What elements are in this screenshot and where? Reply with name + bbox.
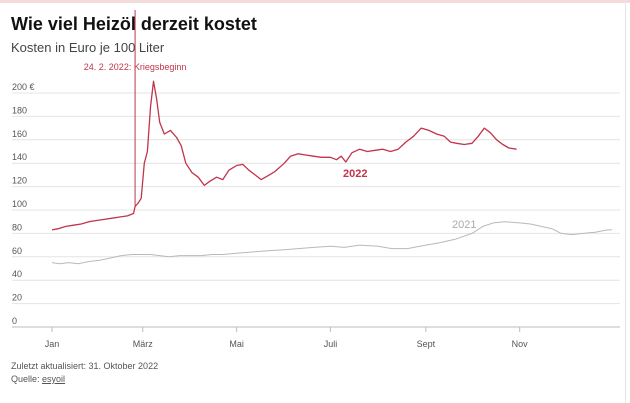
chart-subtitle: Kosten in Euro je 100 Liter (11, 40, 165, 55)
source-prefix: Quelle: (11, 374, 43, 384)
source-link[interactable]: esyoil (42, 374, 66, 384)
x-tick-label-Mai: Mai (229, 339, 244, 349)
y-tick-label-80: 80 (12, 222, 22, 232)
series-label-2021: 2021 (452, 219, 476, 231)
y-tick-label-200: 200 € (12, 82, 35, 92)
y-tick-label-140: 140 (12, 152, 27, 162)
source-line: Quelle: esyoil (11, 374, 65, 384)
y-tick-label-60: 60 (12, 246, 22, 256)
x-axis: Jan März Mai Juli Sept Nov (45, 327, 528, 349)
gridlines (12, 92, 620, 328)
chart-title: Wie viel Heizöl derzeit kostet (11, 14, 257, 34)
x-tick-label-Nov: Nov (512, 339, 529, 349)
x-tick-label-Jan: Jan (45, 339, 60, 349)
y-tick-label-120: 120 (12, 176, 27, 186)
top-accent-line (0, 0, 630, 3)
y-tick-label-40: 40 (12, 269, 22, 279)
annotation-label: 24. 2. 2022: Kriegsbeginn (84, 62, 187, 72)
x-tick-label-Sept: Sept (417, 339, 436, 349)
series-labels: 2021 2022 (343, 168, 476, 231)
x-tick-label-Juli: Juli (324, 339, 338, 349)
series-label-2022: 2022 (343, 168, 367, 180)
y-tick-labels: 0 20 40 60 80 100 120 140 160 180 200 € (12, 82, 35, 326)
series-layer (51, 80, 612, 265)
last-updated: Zuletzt aktualisiert: 31. Oktober 2022 (11, 361, 159, 371)
series-line-2021 (51, 221, 612, 265)
y-tick-label-180: 180 (12, 105, 27, 115)
y-tick-label-100: 100 (12, 199, 27, 209)
y-tick-label-0: 0 (12, 316, 17, 326)
series-line-2022 (51, 80, 517, 231)
annotation-layer: 24. 2. 2022: Kriegsbeginn (84, 10, 187, 207)
x-tick-label-März: März (133, 339, 153, 349)
right-divider (625, 0, 626, 403)
y-tick-label-160: 160 (12, 129, 27, 139)
y-tick-label-20: 20 (12, 293, 22, 303)
